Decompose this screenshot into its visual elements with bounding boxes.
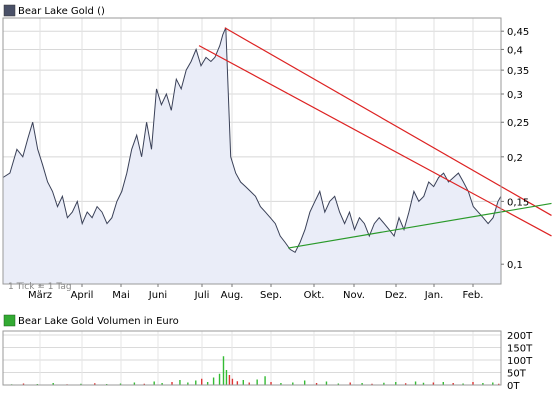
- volume-bar: [492, 382, 494, 385]
- x-tick-label: Feb.: [463, 290, 484, 301]
- volume-bar: [161, 383, 163, 385]
- volume-bar: [187, 382, 189, 385]
- volume-bar: [315, 383, 318, 385]
- volume-bar: [264, 376, 266, 385]
- volume-bar: [52, 383, 54, 385]
- x-tick-label: Nov.: [343, 290, 365, 301]
- volume-bar: [325, 381, 328, 385]
- volume-y-tick-label: 200T: [507, 331, 533, 342]
- x-tick-label: Dez.: [385, 290, 407, 301]
- price-y-tick-label: 0,4: [507, 45, 523, 56]
- volume-legend-label: Bear Lake Gold Volumen in Euro: [18, 316, 179, 327]
- volume-bar: [442, 382, 444, 385]
- price-y-tick-label: 0,45: [507, 27, 529, 38]
- volume-bar: [94, 383, 96, 385]
- volume-bar: [179, 380, 181, 385]
- volume-bar: [222, 356, 225, 385]
- price-area: [2, 27, 502, 285]
- volume-bar: [472, 382, 474, 385]
- price-y-axis: 0,1 0,15 0,2 0,25 0,3 0,35 0,4 0,45: [501, 27, 529, 271]
- volume-bar: [133, 382, 136, 385]
- volume-legend-swatch: [3, 314, 16, 327]
- volume-bar: [80, 383, 82, 385]
- tick-note: 1 Tick = 1 Tag: [8, 282, 72, 292]
- volume-bar: [383, 382, 385, 385]
- volume-bar: [349, 382, 351, 385]
- volume-bar: [361, 383, 363, 385]
- volume-bar: [404, 383, 407, 385]
- volume-bar: [337, 383, 340, 385]
- price-y-tick-label: 0,15: [507, 197, 529, 208]
- volume-bar: [256, 379, 258, 385]
- volume-bar: [236, 381, 239, 385]
- volume-bar: [452, 383, 454, 385]
- x-tick-label: Okt.: [304, 290, 325, 301]
- volume-bar: [225, 370, 228, 385]
- volume-y-tick-label: 150T: [507, 344, 533, 355]
- volume-bar: [22, 383, 25, 385]
- trendline: [224, 27, 552, 216]
- volume-bar: [292, 382, 294, 385]
- x-tick-label: April: [71, 290, 94, 301]
- x-tick-label: Mai: [112, 290, 130, 301]
- volume-bar: [212, 377, 215, 385]
- volume-bar: [482, 383, 484, 385]
- volume-bar: [280, 383, 282, 385]
- price-y-tick-label: 0,3: [507, 90, 523, 101]
- volume-y-tick-label: 50T: [507, 369, 527, 380]
- x-tick-label: Jan.: [424, 290, 444, 301]
- volume-bar: [171, 382, 173, 385]
- x-tick-label: Sep.: [260, 290, 282, 301]
- volume-y-tick-label: 100T: [507, 356, 533, 367]
- x-tick-label: Juli: [194, 290, 210, 301]
- volume-bar: [206, 382, 209, 385]
- volume-bars: [10, 356, 500, 386]
- trendline: [198, 45, 552, 237]
- trendlines: [198, 27, 552, 249]
- x-axis: März April Mai Juni Juli Aug. Sep. Okt. Nov. Dez.…: [28, 284, 484, 301]
- price-area-fill: [3, 27, 501, 285]
- volume-bar: [231, 378, 234, 385]
- price-legend-swatch: [3, 4, 16, 17]
- price-line: [2, 27, 502, 253]
- x-tick-label: März: [28, 290, 52, 301]
- volume-y-tick-label: 0T: [507, 381, 520, 392]
- price-y-tick-label: 0,35: [507, 66, 529, 77]
- x-tick-label: Juni: [148, 290, 167, 301]
- volume-bar: [462, 383, 464, 385]
- trendline: [288, 202, 552, 249]
- price-y-tick-label: 0,25: [507, 118, 529, 129]
- volume-bar: [248, 382, 250, 385]
- price-legend-label: Bear Lake Gold (): [18, 6, 105, 17]
- volume-bar: [395, 382, 397, 385]
- price-frame: [2, 17, 502, 285]
- volume-bar: [371, 383, 373, 385]
- volume-bar: [242, 380, 244, 385]
- volume-bar: [414, 381, 417, 385]
- volume-bar: [422, 382, 425, 385]
- volume-bar: [201, 378, 203, 385]
- x-tick-label: Aug.: [221, 290, 244, 301]
- volume-bar: [119, 383, 122, 385]
- volume-bar: [270, 382, 272, 385]
- volume-frame: [2, 330, 502, 386]
- volume-bar: [498, 383, 500, 385]
- volume-bar: [218, 373, 221, 385]
- volume-bar: [143, 383, 145, 385]
- price-y-tick-label: 0,1: [507, 260, 523, 271]
- volume-bar: [153, 381, 155, 385]
- volume-bar: [195, 380, 197, 385]
- volume-bar: [303, 380, 306, 385]
- volume-bar: [228, 375, 231, 385]
- volume-bar: [432, 382, 435, 385]
- price-y-tick-label: 0,2: [507, 153, 523, 164]
